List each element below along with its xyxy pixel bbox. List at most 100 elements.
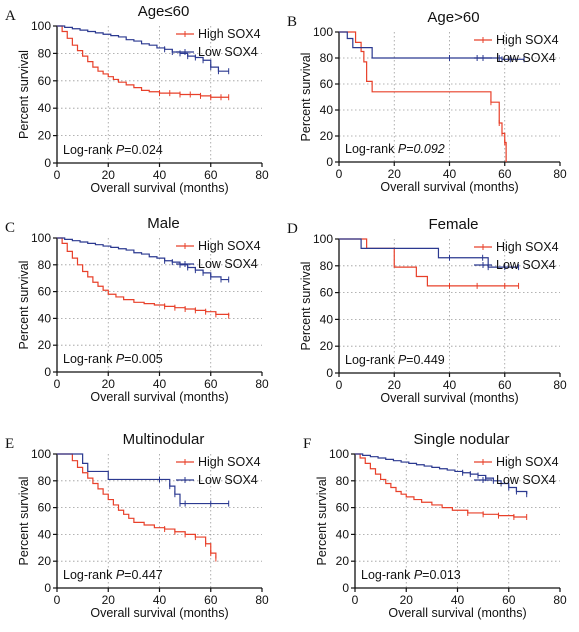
- y-tick-label: 0: [44, 581, 51, 595]
- x-tick-label: 0: [54, 168, 61, 182]
- panel-letter: D: [287, 221, 298, 237]
- logrank-annotation: Log-rank P=0.447: [63, 568, 163, 582]
- x-tick-label: 40: [451, 593, 465, 607]
- logrank-p: P: [116, 352, 125, 366]
- panel-title: Age>60: [427, 9, 479, 26]
- y-tick-label: 0: [342, 581, 349, 595]
- legend-entry-high-sox4: High SOX4: [198, 27, 261, 41]
- x-tick-label: 40: [153, 377, 167, 391]
- panel-c: 0 20 40 60 80 100 0 20 40 60 80 Overall survival (m…: [5, 215, 269, 404]
- x-tick-label: 60: [502, 593, 516, 607]
- panel-letter: A: [5, 8, 16, 24]
- y-tick-label: 80: [320, 51, 334, 65]
- x-tick-label: 0: [336, 167, 343, 181]
- x-tick-label: 40: [443, 378, 457, 392]
- logrank-prefix: Log-rank: [63, 143, 116, 157]
- logrank-prefix: Log-rank: [345, 142, 398, 156]
- x-tick-label: 80: [255, 377, 269, 391]
- panel-d: 0 20 40 60 80 100 0 20 40 60 80 Overall survival (m…: [287, 216, 567, 405]
- legend-entry-high-sox4: High SOX4: [496, 240, 559, 254]
- x-tick-label: 20: [388, 167, 402, 181]
- x-axis-label: Overall survival (months): [90, 606, 228, 620]
- y-axis-label: Percent survival: [17, 261, 31, 350]
- y-tick-label: 20: [320, 129, 334, 143]
- legend-entry-high-sox4: High SOX4: [198, 239, 261, 253]
- y-axis-label: Percent survival: [17, 477, 31, 566]
- logrank-annotation: Log-rank P=0.005: [63, 352, 163, 366]
- logrank-p: P: [398, 353, 407, 367]
- y-tick-label: 0: [44, 365, 51, 379]
- legend-entry-low-sox4: Low SOX4: [496, 473, 556, 487]
- y-tick-label: 80: [38, 46, 52, 60]
- logrank-prefix: Log-rank: [63, 352, 116, 366]
- x-tick-label: 80: [255, 168, 269, 182]
- x-tick-label: 0: [352, 593, 359, 607]
- y-tick-label: 60: [38, 285, 52, 299]
- logrank-annotation: Log-rank P=0.013: [361, 568, 461, 582]
- x-tick-label: 80: [553, 378, 567, 392]
- panel-letter: C: [5, 220, 15, 236]
- panel-title: Female: [428, 216, 478, 233]
- x-tick-label: 0: [54, 377, 61, 391]
- logrank-annotation: Log-rank P=0.092: [345, 142, 445, 156]
- legend-entry-high-sox4: High SOX4: [496, 455, 559, 469]
- y-tick-label: 40: [320, 103, 334, 117]
- x-axis-label: Overall survival (months): [388, 606, 526, 620]
- panel-letter: E: [5, 436, 14, 452]
- y-tick-label: 40: [38, 527, 52, 541]
- y-tick-label: 0: [44, 156, 51, 170]
- x-tick-label: 60: [204, 168, 218, 182]
- x-tick-label: 20: [400, 593, 414, 607]
- panel-f: 0 20 40 60 80 100 0 20 40 60 80 Overall survival (m…: [303, 431, 567, 620]
- x-axis-label: Overall survival (months): [380, 180, 518, 194]
- y-tick-label: 100: [31, 447, 51, 461]
- panel-title: Age≤60: [138, 3, 190, 20]
- logrank-p: P: [116, 568, 125, 582]
- x-tick-label: 0: [336, 378, 343, 392]
- y-tick-label: 100: [313, 232, 333, 246]
- x-tick-label: 60: [204, 377, 218, 391]
- legend-entry-low-sox4: Low SOX4: [496, 258, 556, 272]
- panel-letter: B: [287, 14, 297, 30]
- logrank-prefix: Log-rank: [345, 353, 398, 367]
- x-tick-label: 40: [153, 168, 167, 182]
- panel-a: 0 20 40 60 80 100 0 20 40 60 80 Overall survival (m…: [5, 3, 269, 195]
- x-tick-label: 80: [553, 167, 567, 181]
- y-tick-label: 60: [336, 501, 350, 515]
- y-tick-label: 80: [336, 474, 350, 488]
- series-line-low-sox4: [355, 453, 528, 495]
- y-tick-label: 40: [38, 311, 52, 325]
- logrank-value: =0.013: [422, 568, 461, 582]
- y-tick-label: 80: [38, 474, 52, 488]
- logrank-value: =0.092: [406, 142, 445, 156]
- logrank-value: =0.024: [124, 143, 163, 157]
- y-tick-label: 100: [313, 25, 333, 39]
- panel-b: 0 20 40 60 80 100 0 20 40 60 80 Overall survival (m…: [287, 9, 567, 194]
- x-axis-label: Overall survival (months): [380, 391, 518, 405]
- logrank-p: P: [116, 143, 125, 157]
- y-tick-label: 20: [38, 129, 52, 143]
- series-line-high-sox4: [339, 238, 519, 287]
- y-tick-label: 0: [326, 155, 333, 169]
- legend-entry-low-sox4: Low SOX4: [198, 45, 258, 59]
- y-tick-label: 80: [320, 259, 334, 273]
- series-line-high-sox4: [57, 453, 217, 559]
- y-tick-label: 20: [336, 554, 350, 568]
- x-tick-label: 20: [388, 378, 402, 392]
- y-tick-label: 60: [38, 501, 52, 515]
- y-tick-label: 40: [320, 312, 334, 326]
- x-tick-label: 20: [102, 168, 116, 182]
- y-axis-label: Percent survival: [299, 262, 313, 351]
- x-tick-label: 0: [54, 593, 61, 607]
- y-tick-label: 20: [38, 554, 52, 568]
- legend-entry-low-sox4: Low SOX4: [496, 51, 556, 65]
- x-tick-label: 20: [102, 377, 116, 391]
- legend-entry-high-sox4: High SOX4: [496, 33, 559, 47]
- legend-entry-low-sox4: Low SOX4: [198, 473, 258, 487]
- y-tick-label: 80: [38, 258, 52, 272]
- y-tick-label: 0: [326, 366, 333, 380]
- y-tick-label: 60: [320, 286, 334, 300]
- x-tick-label: 20: [102, 593, 116, 607]
- y-axis-label: Percent survival: [17, 50, 31, 139]
